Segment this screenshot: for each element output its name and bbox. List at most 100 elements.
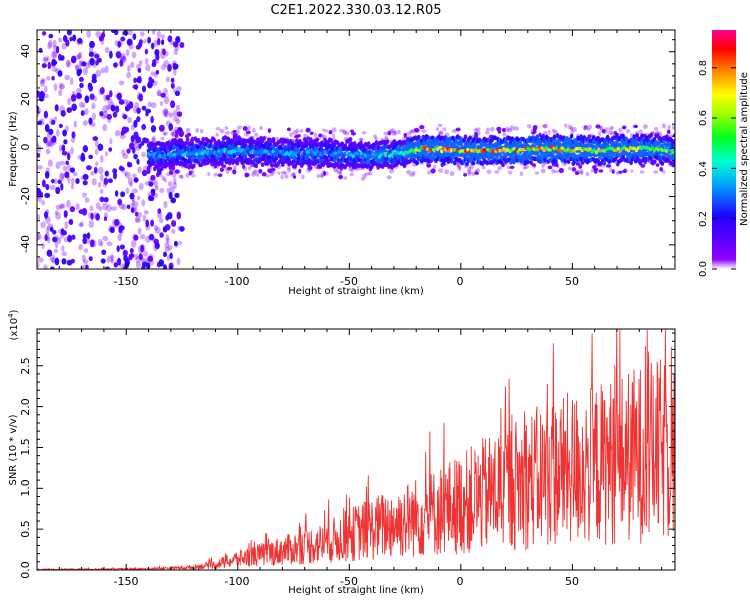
spectrogram-cell — [168, 112, 174, 118]
spectrogram-cell — [82, 120, 88, 126]
spectrogram-cell — [46, 225, 51, 231]
spectrogram-cell — [167, 244, 173, 251]
spectrogram-cell — [643, 124, 648, 130]
spectrogram-cell — [201, 136, 205, 142]
spectrogram-cell — [91, 178, 97, 186]
spectrogram-cell — [161, 175, 166, 181]
spectrogram-cell — [81, 61, 87, 67]
spectrogram-cell — [46, 56, 50, 61]
spectrogram-cell — [437, 123, 443, 128]
spectrogram-cell — [158, 259, 165, 267]
spectrogram-cell — [601, 128, 606, 134]
spectrogram-cell — [168, 262, 174, 269]
spectrogram-cell — [132, 233, 138, 241]
spectrogram-cell — [50, 141, 54, 148]
spectrogram-cell — [38, 191, 44, 198]
spectrogram-cell — [110, 30, 116, 34]
spectrogram-cell — [71, 234, 76, 240]
spectrogram-cell — [41, 179, 46, 188]
spectrogram-cell — [44, 216, 51, 224]
spectrogram-cell — [103, 196, 109, 203]
spectrogram-cell — [169, 252, 173, 260]
spectrogram-cell — [188, 170, 192, 176]
spectrogram-cell — [270, 162, 274, 168]
spectrogram-cell — [116, 92, 122, 101]
spectrogram-cell — [587, 127, 591, 132]
spectrogram-cell — [78, 76, 84, 82]
spectrogram-cell — [185, 172, 190, 178]
spectrogram-cell — [474, 171, 479, 175]
spectrogram-cell — [124, 258, 130, 266]
spectrogram-cell — [346, 138, 351, 144]
spectrogram-cell — [224, 166, 228, 171]
spectrogram-cell — [457, 163, 462, 168]
spectrogram-cell — [171, 132, 176, 138]
spectrogram-cell — [383, 151, 388, 156]
spectrogram-cell — [54, 257, 60, 266]
spectrogram-cell — [506, 165, 512, 170]
spectrogram-cell — [160, 39, 165, 46]
spectrogram-cell — [172, 178, 177, 185]
spectrogram-cell — [170, 197, 177, 204]
spectrogram-cell — [78, 101, 84, 108]
spectrogram-cell — [52, 50, 57, 58]
spectrogram-cell — [146, 262, 151, 269]
spectrogram-cell — [657, 140, 661, 146]
spectrogram-cell — [671, 125, 675, 130]
spectrogram-cell — [223, 147, 227, 152]
spectrogram-cell — [133, 119, 138, 128]
spectrogram-cell — [81, 254, 86, 263]
spectrogram-cell — [292, 175, 297, 179]
spectrogram-cell — [42, 57, 49, 63]
spectrogram-cell — [507, 127, 512, 133]
spectrogram-cell — [358, 137, 364, 142]
spectrogram-cell — [171, 172, 177, 179]
spectrogram-cell — [99, 188, 104, 194]
spectrogram-cell — [265, 174, 271, 178]
spectrogram-cell — [54, 248, 58, 254]
spectrogram-cell — [110, 258, 114, 264]
spectrogram-cell — [95, 213, 100, 221]
spectrogram-cell — [50, 178, 55, 184]
spectrogram-cell — [328, 130, 333, 135]
spectrogram-cell — [288, 132, 294, 138]
spectrogram-cell — [329, 138, 334, 143]
spectrogram-cell — [277, 171, 281, 175]
spectrogram-cell — [135, 64, 141, 69]
spectrogram-cell — [333, 151, 337, 156]
spectrogram-cell — [113, 218, 120, 226]
spectrogram-cell — [50, 137, 55, 143]
spectrogram-cell — [99, 87, 105, 95]
spectrogram-cell — [430, 168, 436, 174]
spectrogram-cell — [465, 161, 469, 167]
spectrogram-cell — [173, 181, 177, 190]
spectrogram-cell — [342, 130, 348, 135]
spectrogram-cell — [122, 30, 129, 36]
spectrogram-cell — [44, 170, 50, 179]
spectrogram-cell — [118, 228, 124, 236]
spectrogram-cell — [610, 125, 614, 130]
spectrogram-cell — [89, 93, 95, 100]
spectrogram-cell — [89, 57, 95, 66]
spectrogram-cell — [374, 140, 379, 146]
spectrogram-cell — [316, 174, 321, 179]
spectrogram-cell — [320, 172, 324, 178]
spectrogram-cell — [274, 136, 280, 141]
spectrogram-cell — [266, 167, 272, 172]
spectrogram-cell — [46, 75, 51, 81]
spectrogram-cell — [37, 90, 41, 98]
spectrogram-cell — [84, 108, 89, 116]
spectrogram-cell — [540, 146, 544, 150]
spectrogram-cell — [355, 151, 359, 156]
spectrogram-cell — [110, 206, 117, 211]
spectrogram-cell — [82, 264, 89, 269]
spectrogram-cell — [507, 170, 513, 175]
spectrogram-cell — [37, 233, 42, 240]
spectrogram-cell — [61, 258, 67, 265]
spectrogram-cell — [195, 152, 199, 156]
spectrogram-frame — [36, 29, 676, 270]
spectrogram-cell — [160, 92, 166, 98]
spectrogram-cell — [112, 171, 118, 180]
spectrogram-cell — [170, 79, 175, 86]
